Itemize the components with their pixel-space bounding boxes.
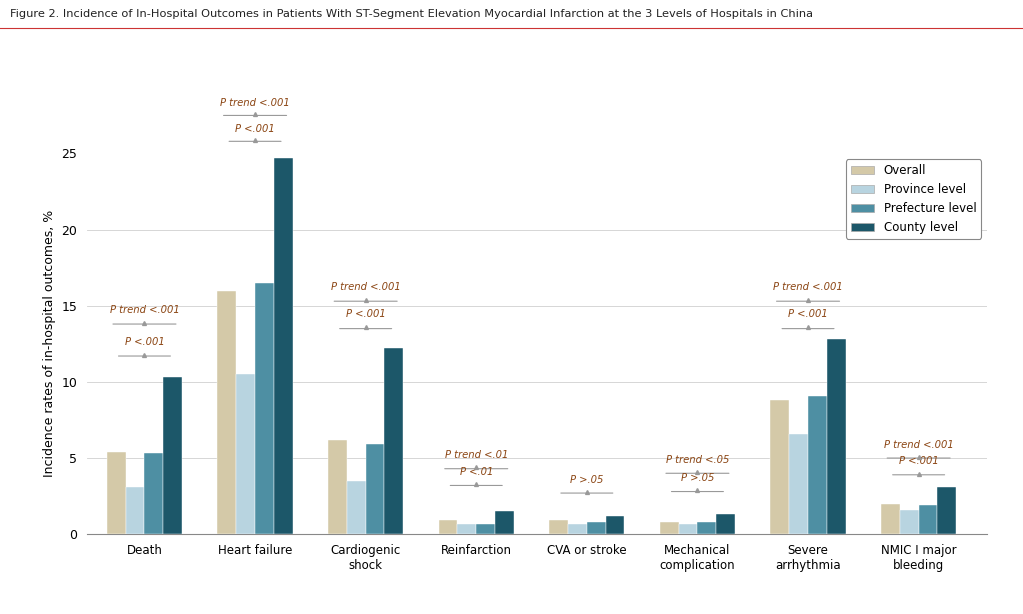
- Text: P <.001: P <.001: [125, 337, 165, 347]
- Text: P <.001: P <.001: [235, 123, 275, 134]
- Text: Figure 2. Incidence of In-Hospital Outcomes in Patients With ST-Segment Elevatio: Figure 2. Incidence of In-Hospital Outco…: [10, 9, 813, 19]
- Text: P >.05: P >.05: [570, 475, 604, 486]
- Bar: [900, 510, 919, 534]
- Bar: [568, 524, 587, 534]
- Bar: [385, 348, 403, 534]
- Text: P <.001: P <.001: [788, 309, 828, 319]
- Bar: [770, 400, 789, 534]
- Bar: [678, 524, 698, 534]
- Bar: [365, 445, 385, 534]
- Text: P trend <.05: P trend <.05: [666, 455, 729, 465]
- Bar: [606, 516, 624, 534]
- Bar: [106, 452, 126, 534]
- Bar: [937, 487, 957, 534]
- Bar: [328, 440, 347, 534]
- Bar: [919, 505, 937, 534]
- Y-axis label: Incidence rates of in-hospital outcomes, %: Incidence rates of in-hospital outcomes,…: [43, 210, 56, 478]
- Text: P >.05: P >.05: [680, 473, 714, 483]
- Text: P <.001: P <.001: [346, 309, 386, 319]
- Bar: [236, 375, 255, 534]
- Bar: [457, 524, 477, 534]
- Text: P trend <.001: P trend <.001: [330, 282, 401, 292]
- Text: P trend <.001: P trend <.001: [884, 440, 953, 449]
- Text: P trend <.01: P trend <.01: [445, 450, 508, 460]
- Bar: [789, 433, 808, 534]
- Bar: [495, 511, 514, 534]
- Bar: [587, 522, 606, 534]
- Bar: [477, 524, 495, 534]
- Bar: [144, 454, 164, 534]
- Text: P trend <.001: P trend <.001: [109, 305, 179, 315]
- Bar: [439, 521, 457, 534]
- Bar: [274, 158, 293, 534]
- Bar: [255, 283, 274, 534]
- Text: P trend <.001: P trend <.001: [220, 98, 290, 108]
- Bar: [347, 481, 365, 534]
- Bar: [660, 522, 678, 534]
- Bar: [827, 340, 846, 534]
- Bar: [808, 395, 827, 534]
- Bar: [716, 515, 736, 534]
- Legend: Overall, Province level, Prefecture level, County level: Overall, Province level, Prefecture leve…: [846, 160, 981, 239]
- Bar: [881, 503, 900, 534]
- Bar: [218, 290, 236, 534]
- Bar: [698, 522, 716, 534]
- Bar: [549, 521, 568, 534]
- Bar: [126, 487, 144, 534]
- Text: P trend <.001: P trend <.001: [773, 282, 843, 292]
- Bar: [164, 378, 182, 534]
- Text: P <.01: P <.01: [459, 467, 493, 477]
- Text: P <.001: P <.001: [899, 456, 938, 467]
